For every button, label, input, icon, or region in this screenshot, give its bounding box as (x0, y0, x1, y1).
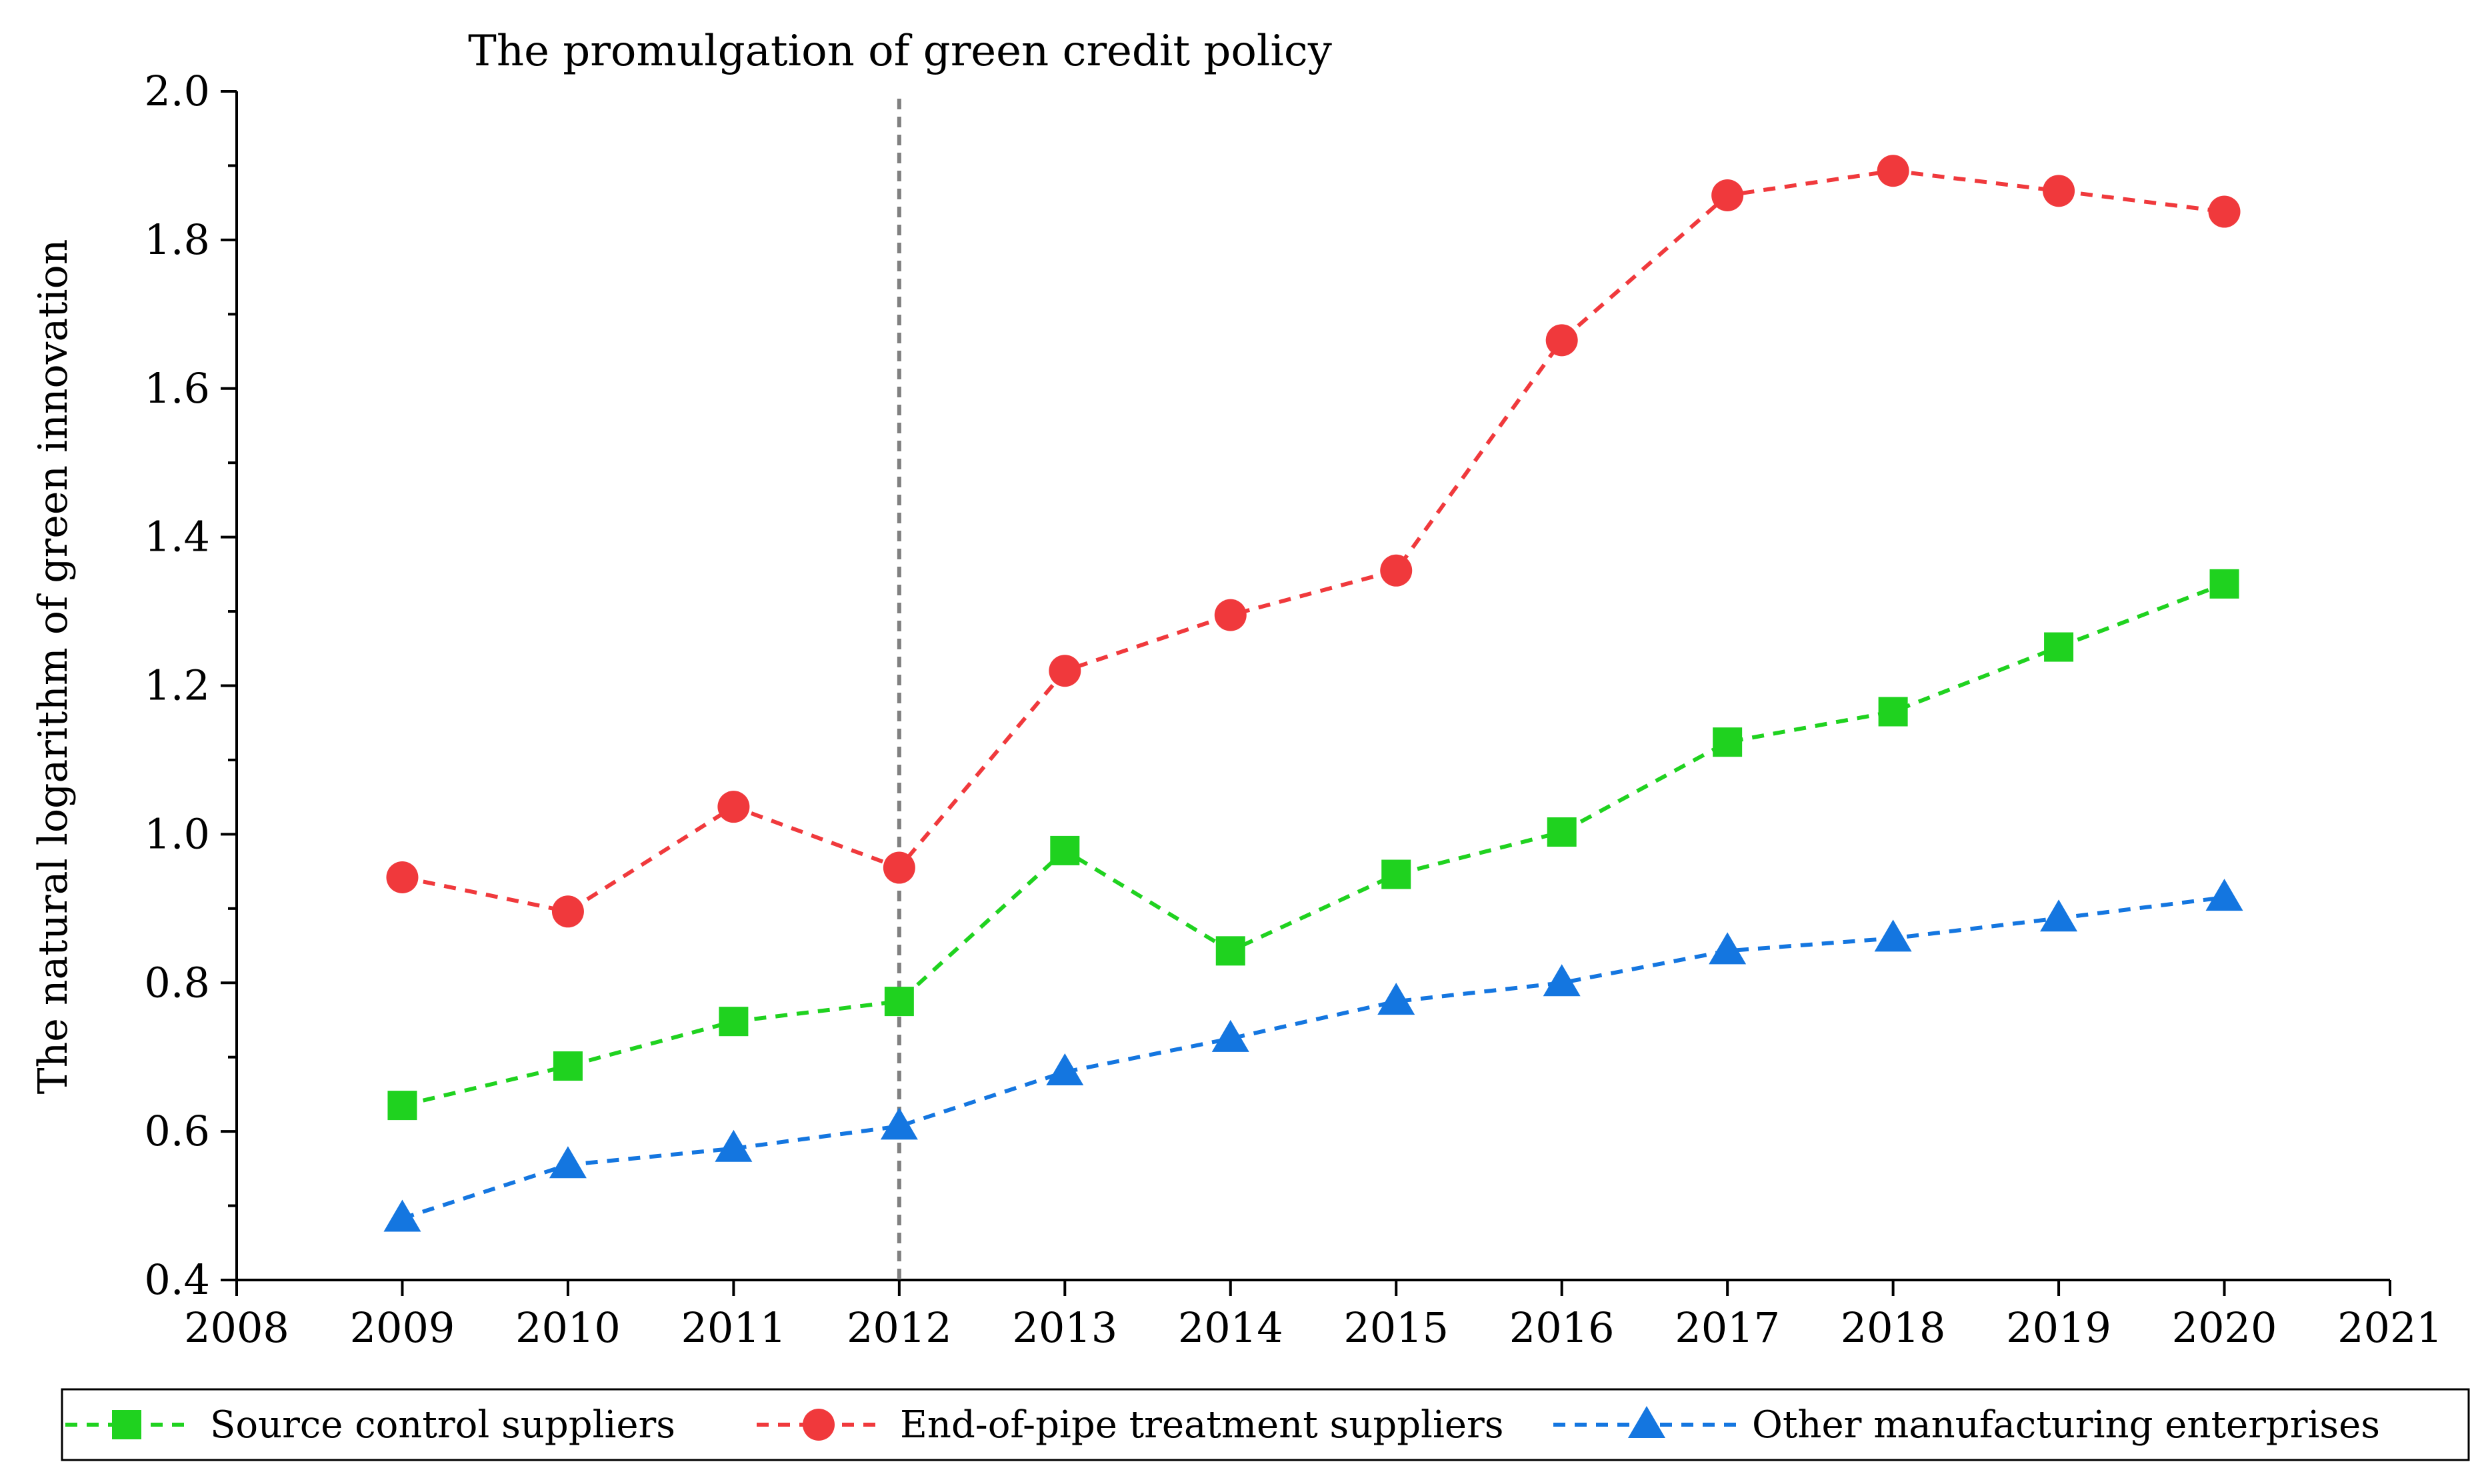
data-point (383, 1199, 421, 1232)
data-point (1049, 655, 1081, 687)
y-axis-title: The natural logarithm of green innovatio… (30, 239, 77, 1095)
data-point (1711, 179, 1744, 212)
data-point (1050, 835, 1080, 865)
data-point (549, 1146, 587, 1179)
data-point (2044, 632, 2074, 662)
series-line-1 (401, 582, 2225, 1108)
legend: Source control suppliers End-of-pipe trea… (61, 1388, 2470, 1461)
legend-marker (1628, 1406, 1665, 1438)
legend-marker (112, 1410, 141, 1439)
data-point (387, 1091, 417, 1121)
data-point (2205, 879, 2243, 911)
y-tick-label: 0.4 (144, 1255, 210, 1304)
x-tick-label: 2021 (2337, 1303, 2443, 1352)
x-tick-label: 2017 (1675, 1303, 1780, 1352)
data-point (1874, 919, 1912, 952)
data-point (880, 1107, 918, 1140)
series-line-2 (401, 169, 2225, 914)
data-point (1046, 1053, 1084, 1085)
policy-annotation: The promulgation of green credit policy (468, 27, 1332, 76)
data-point (1543, 964, 1581, 997)
x-tick-label: 2013 (1012, 1303, 1117, 1352)
plot-area: 0.4 0.6 0.8 1.0 1.2 1.4 1.6 1.8 2.0 2008 2009 2010 2… (144, 67, 2443, 1352)
x-tick-label: 2012 (847, 1303, 952, 1352)
y-tick-label: 1.8 (144, 215, 210, 264)
data-point (715, 1129, 753, 1162)
data-point (1547, 817, 1577, 847)
y-tick-label: 2.0 (144, 67, 210, 115)
data-point (717, 791, 750, 823)
x-tick-label: 2008 (184, 1303, 289, 1352)
data-point (1381, 859, 1411, 889)
data-point (719, 1007, 749, 1037)
data-point (2043, 175, 2075, 207)
data-point (1211, 1019, 1249, 1052)
x-tick-label: 2014 (1178, 1303, 1283, 1352)
data-point (1215, 936, 1245, 966)
legend-marker (803, 1409, 835, 1441)
x-tick-label: 2016 (1509, 1303, 1615, 1352)
y-tick-label: 1.0 (144, 809, 210, 858)
x-tick-label: 2018 (1841, 1303, 1946, 1352)
y-tick-label: 1.4 (144, 513, 210, 561)
data-point (1713, 727, 1743, 757)
data-point (2040, 899, 2078, 932)
legend-label: Other manufacturing enterprises (1752, 1403, 2380, 1447)
legend-box (61, 1388, 2470, 1461)
x-tick-label: 2020 (2172, 1303, 2277, 1352)
x-tick-label: 2019 (2006, 1303, 2111, 1352)
x-tick-label: 2015 (1343, 1303, 1449, 1352)
x-tick-label: 2010 (515, 1303, 621, 1352)
x-tick-label: 2009 (350, 1303, 455, 1352)
legend-label: Source control suppliers (210, 1403, 675, 1447)
data-point (883, 851, 915, 884)
data-point (1377, 983, 1415, 1015)
data-point (884, 987, 914, 1017)
data-point (1709, 932, 1747, 965)
data-point (551, 895, 584, 928)
data-point (2208, 195, 2241, 228)
data-point (1877, 155, 1909, 187)
data-point (1214, 599, 1247, 631)
y-tick-label: 0.6 (144, 1107, 210, 1155)
data-point (1380, 554, 1413, 587)
legend-label: End-of-pipe treatment suppliers (900, 1403, 1504, 1447)
data-point (1545, 324, 1578, 357)
x-tick-label: 2011 (681, 1303, 786, 1352)
data-point (2209, 569, 2239, 599)
data-point (553, 1051, 583, 1081)
y-tick-label: 1.6 (144, 364, 210, 413)
y-tick-label: 0.8 (144, 958, 210, 1007)
y-tick-label: 1.2 (144, 661, 210, 710)
data-point (386, 861, 419, 894)
data-point (1878, 697, 1908, 727)
